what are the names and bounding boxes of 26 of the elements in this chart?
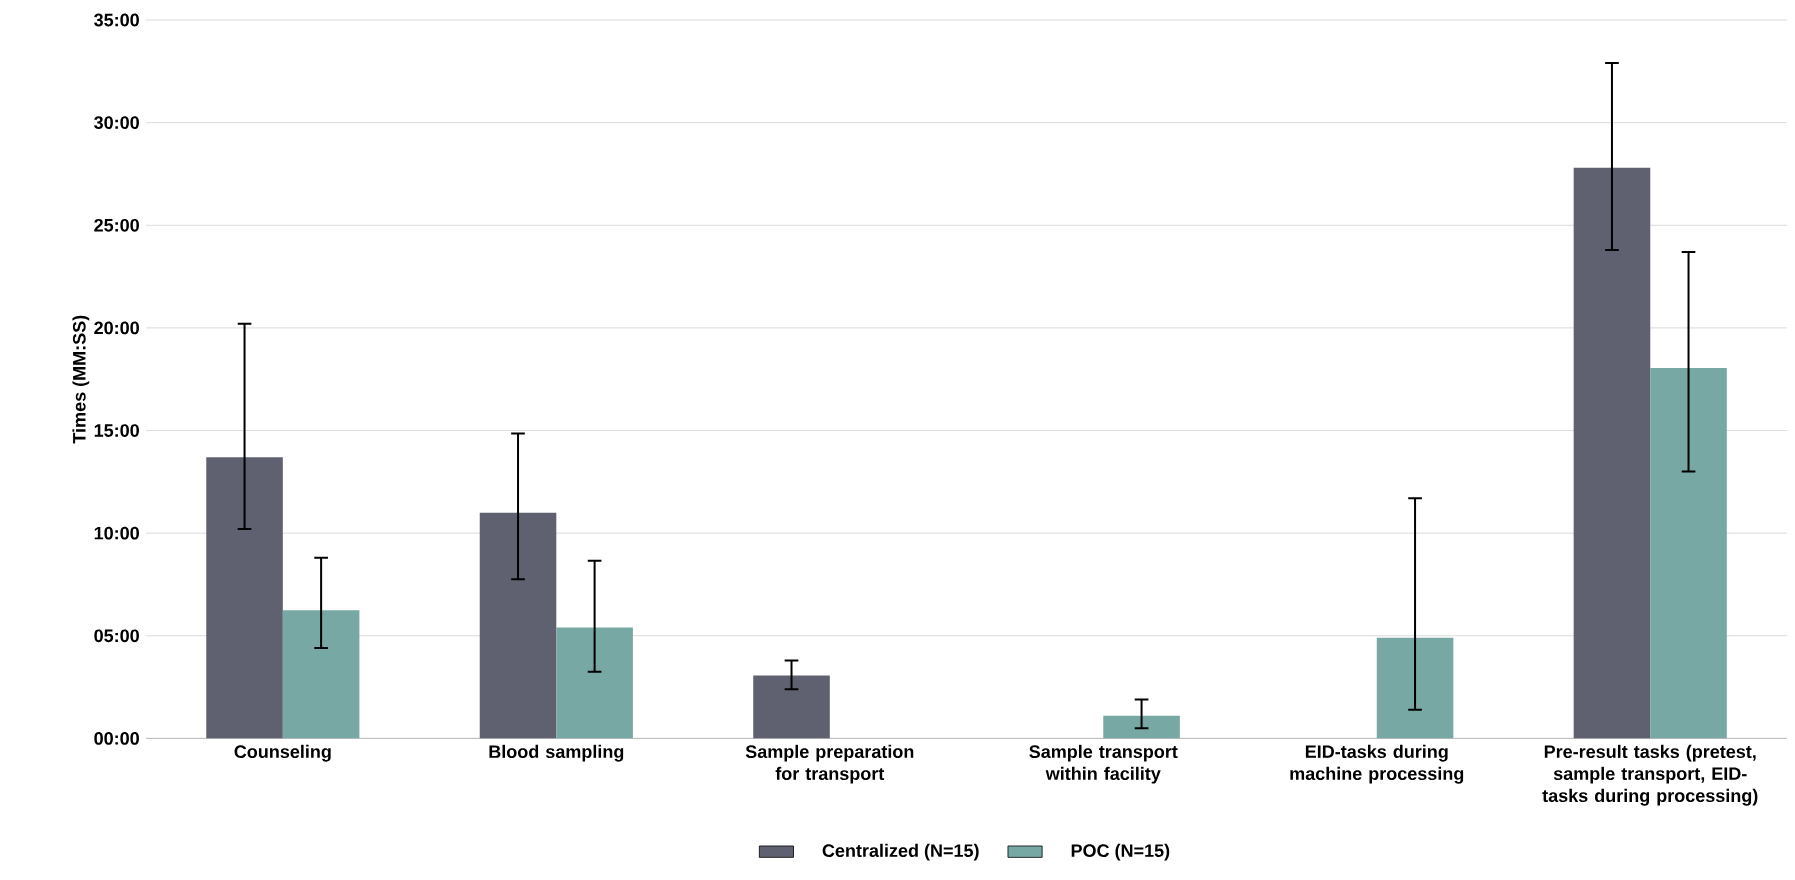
- bar: [753, 675, 830, 739]
- y-tick-label: 35:00: [94, 13, 139, 27]
- y-axis-title: Times (MM:SS): [72, 315, 90, 444]
- y-tick-label: 15:00: [94, 423, 139, 437]
- x-tick-label: Sample preparation for transport: [745, 744, 914, 784]
- x-tick-label: Sample transport within facility: [1029, 744, 1178, 784]
- y-tick-label: 30:00: [94, 116, 139, 129]
- bar: [556, 627, 633, 739]
- y-tick-label: 25:00: [94, 218, 139, 232]
- legend-label: Centralized (N=15): [822, 843, 979, 861]
- bar: [206, 456, 283, 739]
- x-tick-label: Pre-result tasks (pretest, sample transport, EID-tasks during processing): [1542, 744, 1758, 806]
- y-tick-label: 05:00: [94, 629, 139, 642]
- legend-label: POC (N=15): [1071, 843, 1170, 861]
- y-tick-label: 20:00: [94, 321, 139, 335]
- x-tick-label: EID-tasks during machine processing: [1290, 744, 1464, 784]
- bar: [479, 512, 557, 739]
- y-tick-label: 10:00: [94, 526, 139, 540]
- x-tick-label: Counseling: [234, 744, 331, 762]
- bar: [282, 610, 360, 739]
- y-tick-label: 00:00: [94, 731, 139, 745]
- bar: [1376, 637, 1454, 739]
- bar: [1650, 367, 1727, 739]
- bar: [1103, 715, 1180, 739]
- x-tick-label: Blood sampling: [489, 744, 624, 762]
- bar: [1573, 167, 1651, 739]
